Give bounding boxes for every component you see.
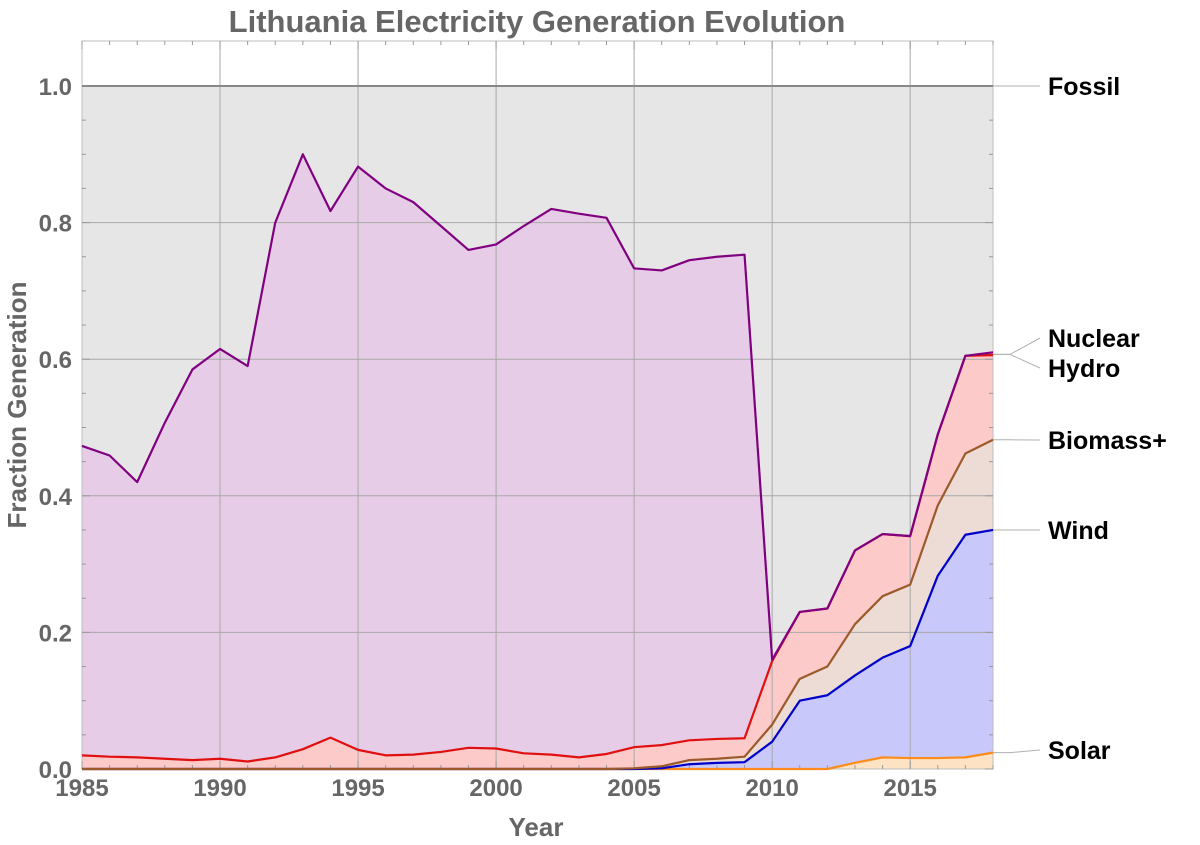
leader-line	[993, 749, 1041, 754]
x-tick-label: 1985	[55, 775, 108, 802]
legend-label-solar: Solar	[1048, 737, 1111, 765]
x-axis-label: Year	[509, 812, 564, 842]
area-wind	[82, 529, 993, 769]
area-solar	[82, 752, 993, 769]
x-tick-label: 2015	[883, 775, 936, 802]
leader-line	[993, 337, 1041, 355]
leader-line	[993, 353, 1041, 369]
y-tick-label: 0.0	[39, 757, 72, 784]
series-lines	[81, 85, 994, 771]
plot-background	[82, 41, 993, 86]
x-tick-label: 1990	[193, 775, 246, 802]
y-axis-label: Fraction Generation	[2, 281, 32, 528]
area-nuclear	[82, 154, 993, 770]
y-tick-label: 0.2	[39, 620, 72, 647]
y-tick-label: 1.0	[39, 74, 72, 101]
legend-label-hydro: Hydro	[1048, 355, 1120, 383]
y-tick-label: 0.8	[39, 211, 72, 238]
y-tick-label: 0.6	[39, 347, 72, 374]
legend-label-fossil: Fossil	[1048, 73, 1120, 101]
line-nuclear	[81, 153, 994, 661]
x-tick-label: 2005	[607, 775, 660, 802]
tick-labels: 1985 1990 1995 2000 2005 2010 2015 0.0 0.2 0.4 0.6…	[39, 74, 937, 802]
legend-label-nuclear: Nuclear	[1048, 325, 1140, 353]
y-tick-label: 0.4	[39, 484, 73, 511]
line-biomass	[82, 438, 994, 771]
x-tick-label: 2010	[745, 775, 798, 802]
x-tick-label: 1995	[331, 775, 384, 802]
legend-label-wind: Wind	[1048, 517, 1109, 545]
chart-title: Lithuania Electricity Generation Evoluti…	[229, 4, 846, 39]
legend-label-biomass: Biomass+	[1048, 427, 1167, 455]
x-tick-label: 2000	[469, 775, 522, 802]
plot-area	[82, 41, 993, 770]
